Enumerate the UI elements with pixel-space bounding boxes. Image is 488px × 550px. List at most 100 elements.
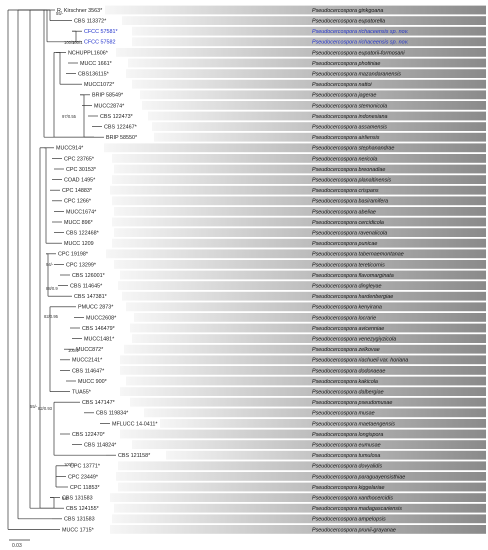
species-band [114, 164, 486, 174]
species-label: Pseudocercospora madagascariensis [312, 506, 402, 512]
species-label: Pseudocercospora riachueli var. horiana [312, 358, 408, 364]
strain-label: CBS 122473* [100, 114, 134, 120]
scale-bar: 0.03 [9, 539, 30, 549]
species-band [120, 429, 486, 439]
support-value: 100/1 [72, 40, 83, 45]
strain-label: MUCC 1715* [62, 527, 95, 533]
species-label: Pseudocercospora richaceensis sp. nov. [312, 29, 408, 35]
species-label: Pseudocercospora venezygiyzicola [312, 337, 396, 343]
strain-label: TUA55* [72, 390, 92, 396]
strain-label: BRIP 58550* [106, 135, 138, 141]
species-label: Pseudocercospora tabernaemontanae [312, 252, 404, 258]
species-label: Pseudocercospora pseudomusae [312, 400, 392, 406]
species-label: Pseudocercospora nericola [312, 156, 377, 162]
species-label: Pseudocercospora flavomarginata [312, 273, 394, 279]
support-value: 100/1 [64, 40, 75, 45]
strain-label: COAD 1495* [64, 178, 96, 184]
species-label: Pseudocercospora mazandaranensis [312, 72, 401, 78]
strain-label: NCHUPPL1606* [68, 50, 109, 56]
species-band [132, 334, 486, 343]
species-band [120, 270, 486, 280]
species-band [105, 5, 486, 15]
species-label: Pseudocercospora jagerae [312, 93, 376, 99]
support-value: 82/0.95 [44, 314, 59, 319]
species-band [110, 185, 486, 195]
species-label: Pseudocercospora breonadiae [312, 167, 385, 173]
strain-label: CPC 11853* [70, 485, 100, 491]
species-label: Pseudocercospora photiniae [312, 61, 380, 67]
strain-label: MUCC2874* [94, 103, 125, 109]
species-band [124, 344, 486, 354]
strain-label: MUCC872* [76, 347, 104, 353]
species-band [114, 260, 486, 269]
species-band [118, 482, 486, 492]
species-band [118, 281, 486, 290]
strain-label: PMUCC 2873* [78, 305, 114, 311]
species-label: Pseudocercospora kenyirana [312, 305, 382, 311]
strain-label: CBS 114824* [84, 443, 117, 449]
strain-label: CPC 1266* [64, 199, 92, 205]
strain-label: MUCC 1661* [80, 61, 113, 67]
species-band [160, 419, 486, 428]
tree-branches [7, 9, 116, 530]
support-value: 88/0.9 [46, 286, 58, 291]
species-band [132, 79, 486, 89]
strain-label: CBS 131583 [62, 496, 93, 502]
species-band [112, 154, 486, 163]
support-value: 55/- [56, 11, 64, 16]
species-label: Pseudocercospora punicae [312, 241, 377, 247]
strain-label: R. Kirschner 3563* [57, 8, 103, 14]
support-value: 100/1 [68, 348, 79, 353]
species-label: Pseudocercospora xanthocercidis [312, 496, 393, 502]
species-label: Pseudocercospora crispans [312, 188, 379, 194]
species-label: Pseudocercospora tereticornis [312, 262, 385, 268]
species-band [132, 26, 486, 36]
species-label: Pseudocercospora paraguayensisthiae [312, 474, 405, 480]
species-label: Pseudocercospora airliensis [312, 135, 380, 141]
species-label: Pseudocercospora dovyalidis [312, 464, 382, 470]
species-band [110, 493, 486, 502]
support-value: 100/1 [64, 462, 75, 467]
species-band [116, 472, 486, 481]
strain-label: CBS136115* [78, 72, 110, 78]
species-band [104, 143, 486, 153]
species-band [128, 58, 486, 68]
strain-label: CBS 126001* [72, 273, 106, 279]
strain-label: CBS 131583 [64, 517, 95, 523]
strain-label: CPC 19198* [58, 252, 89, 258]
species-band [122, 16, 486, 25]
species-band [106, 249, 486, 259]
strain-label: MUCC 896* [64, 220, 94, 226]
species-label: Pseudocercospora indonesiana [312, 114, 388, 120]
strain-label: CPC 30153* [66, 167, 97, 173]
species-label: Pseudocercospora nattoi [312, 82, 372, 88]
strain-label: MUCC 900* [78, 379, 108, 385]
species-band [166, 450, 486, 460]
species-label: Pseudocercospora longispora [312, 432, 383, 438]
strain-label: CFCC 57581* [84, 29, 118, 35]
strain-label: CFCC 57582 [84, 40, 115, 46]
species-label: Pseudocercospora prunii-grayanae [312, 527, 396, 533]
species-band [114, 228, 486, 237]
species-label: Pseudocercospora ampelopsis [312, 517, 386, 523]
species-label: Pseudocercospora tumulosa [312, 453, 380, 459]
strain-label: MUCC2141* [72, 358, 103, 364]
species-label: Pseudocercospora eumusae [312, 443, 381, 449]
strain-label: CBS 146479* [82, 326, 116, 332]
strain-label: BRIP 58549* [92, 93, 124, 99]
strain-label: CBS 114647* [72, 368, 105, 374]
strain-label: CPC 14883* [62, 188, 93, 194]
species-label: Pseudocercospora avicenniae [312, 326, 384, 332]
species-label: Pseudocercospora dodonaeae [312, 368, 385, 374]
strain-label: MUCC914* [56, 146, 84, 152]
species-band [154, 132, 486, 142]
species-label: Pseudocercospora assamensis [312, 125, 387, 131]
species-band [152, 122, 486, 131]
species-band [130, 323, 486, 333]
species-band [116, 48, 486, 57]
species-label: Pseudocercospora planaltinensis [312, 178, 391, 184]
species-label: Pseudocercospora basiramifera [312, 199, 388, 205]
species-band [144, 408, 486, 418]
support-value: 94/- [62, 496, 70, 501]
